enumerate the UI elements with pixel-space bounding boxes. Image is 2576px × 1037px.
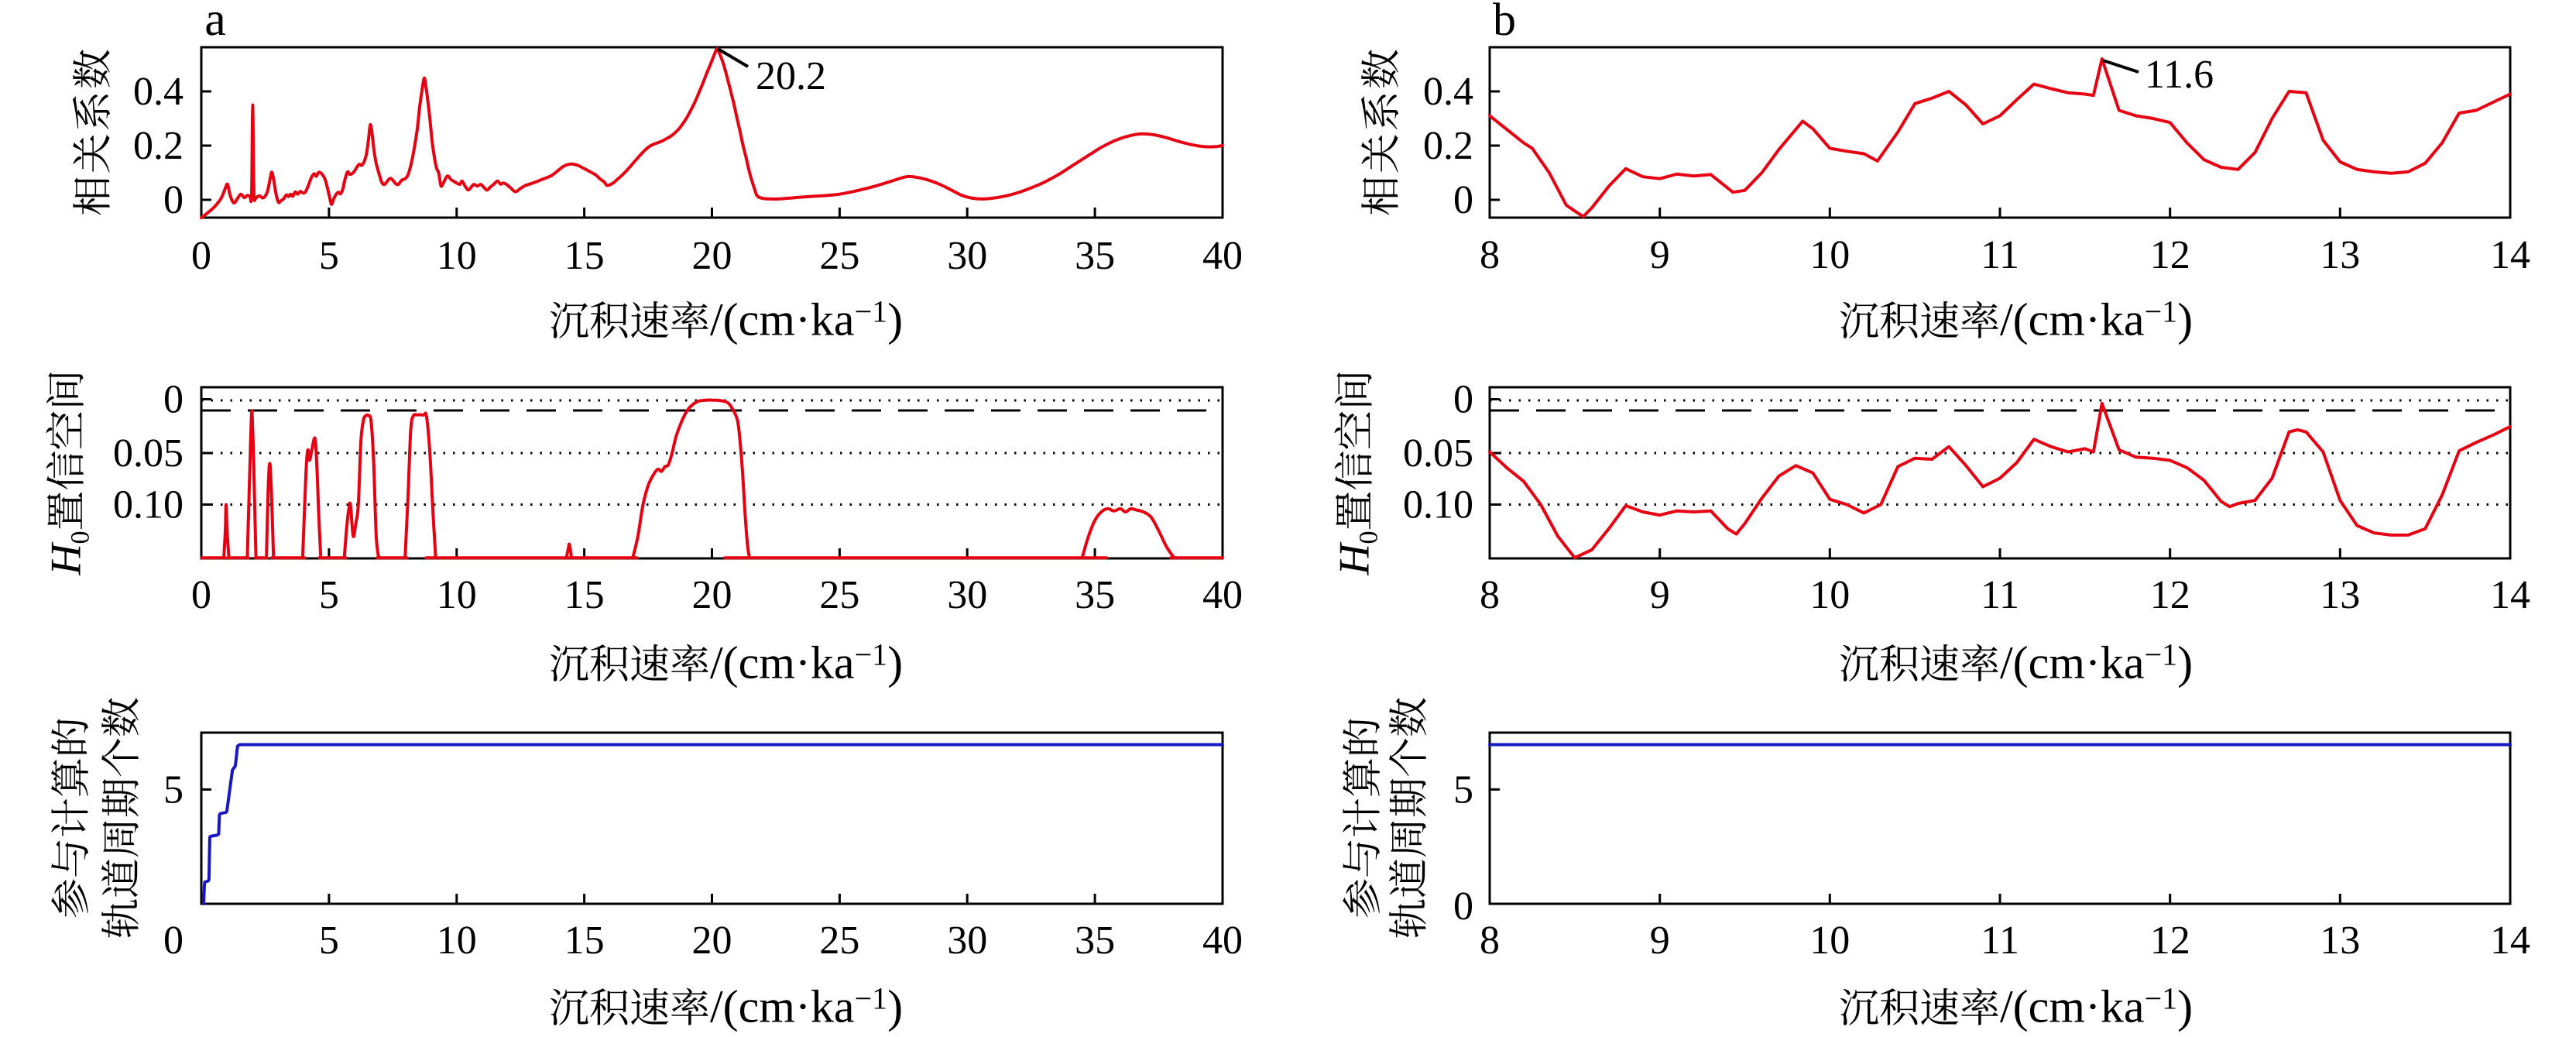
svg-text:11: 11 <box>1981 233 2019 277</box>
svg-text:10: 10 <box>1809 573 1850 617</box>
svg-text:b: b <box>1493 0 1516 45</box>
svg-text:30: 30 <box>947 234 987 278</box>
svg-text:0.10: 0.10 <box>1403 483 1473 527</box>
svg-text:30: 30 <box>947 573 987 617</box>
svg-text:5: 5 <box>1453 767 1473 812</box>
svg-text:35: 35 <box>1075 919 1115 963</box>
svg-text:30: 30 <box>947 919 987 963</box>
svg-text:0: 0 <box>191 573 211 617</box>
svg-text:8: 8 <box>1480 233 1500 277</box>
svg-text:H: H <box>1331 542 1379 576</box>
svg-text:10: 10 <box>437 573 477 617</box>
svg-text:0: 0 <box>163 378 184 422</box>
svg-text:0: 0 <box>67 531 95 544</box>
svg-text:5: 5 <box>163 767 184 812</box>
svg-text:8: 8 <box>1480 573 1500 617</box>
svg-text:9: 9 <box>1650 573 1670 617</box>
svg-text:8: 8 <box>1480 919 1500 963</box>
svg-text:0.4: 0.4 <box>133 70 184 114</box>
svg-text:10: 10 <box>1809 919 1850 963</box>
svg-text:14: 14 <box>2490 233 2530 277</box>
svg-text:0.2: 0.2 <box>133 124 184 168</box>
svg-text:0.05: 0.05 <box>113 431 184 476</box>
svg-text:15: 15 <box>564 919 605 963</box>
svg-text:0.10: 0.10 <box>113 483 184 527</box>
svg-text:35: 35 <box>1075 573 1115 617</box>
svg-text:5: 5 <box>319 234 339 278</box>
svg-text:20.2: 20.2 <box>756 54 826 98</box>
svg-text:/(cm·ka−1): /(cm·ka−1) <box>2000 294 2193 345</box>
svg-text:35: 35 <box>1075 234 1115 278</box>
svg-text:25: 25 <box>819 234 859 278</box>
svg-text:10: 10 <box>437 919 477 963</box>
svg-text:15: 15 <box>564 573 605 617</box>
svg-text:H: H <box>43 542 91 576</box>
svg-text:15: 15 <box>564 234 605 278</box>
svg-text:13: 13 <box>2320 573 2360 617</box>
svg-text:/(cm·ka−1): /(cm·ka−1) <box>710 981 903 1032</box>
svg-text:a: a <box>204 0 226 46</box>
svg-text:13: 13 <box>2320 919 2360 963</box>
svg-text:40: 40 <box>1202 234 1243 278</box>
svg-text:5: 5 <box>319 919 339 963</box>
svg-text:0.2: 0.2 <box>1423 124 1473 168</box>
svg-text:20: 20 <box>692 573 732 617</box>
svg-text:12: 12 <box>2150 233 2190 277</box>
svg-text:12: 12 <box>2150 919 2190 963</box>
svg-text:0.4: 0.4 <box>1423 70 1473 114</box>
svg-text:40: 40 <box>1202 919 1243 963</box>
svg-text:11.6: 11.6 <box>2145 53 2214 97</box>
svg-text:20: 20 <box>692 919 732 963</box>
svg-text:25: 25 <box>819 573 859 617</box>
svg-text:9: 9 <box>1650 919 1670 963</box>
svg-text:25: 25 <box>819 919 859 963</box>
svg-text:0: 0 <box>1453 378 1473 422</box>
svg-text:10: 10 <box>437 234 477 278</box>
svg-text:13: 13 <box>2320 233 2360 277</box>
svg-text:11: 11 <box>1981 919 2019 963</box>
svg-text:/(cm·ka−1): /(cm·ka−1) <box>710 294 903 345</box>
svg-text:14: 14 <box>2490 919 2530 963</box>
svg-text:0: 0 <box>1355 531 1384 544</box>
svg-text:0: 0 <box>163 919 184 963</box>
svg-text:14: 14 <box>2490 573 2530 617</box>
svg-text:10: 10 <box>1809 233 1850 277</box>
svg-text:0: 0 <box>1453 178 1473 222</box>
svg-text:9: 9 <box>1650 233 1670 277</box>
svg-text:5: 5 <box>319 573 339 617</box>
svg-text:0: 0 <box>1453 884 1473 929</box>
svg-text:0: 0 <box>191 234 211 278</box>
svg-text:0: 0 <box>163 178 184 222</box>
svg-text:20: 20 <box>692 234 732 278</box>
svg-text:11: 11 <box>1981 573 2019 617</box>
svg-text:0.05: 0.05 <box>1403 431 1473 476</box>
svg-text:40: 40 <box>1202 573 1243 617</box>
svg-text:12: 12 <box>2150 573 2190 617</box>
